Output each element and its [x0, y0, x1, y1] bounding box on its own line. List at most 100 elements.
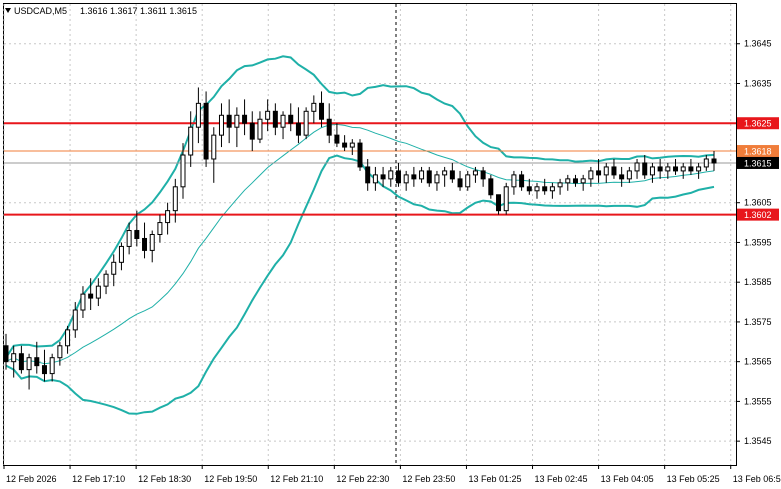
candle-body	[226, 114, 232, 128]
candle	[272, 103, 278, 136]
candle-body	[480, 170, 486, 180]
candle	[211, 127, 217, 183]
triangle-down-icon[interactable]	[5, 8, 11, 13]
y-tick-label: 1.3585	[744, 277, 772, 287]
candle-body	[380, 174, 386, 180]
candle	[134, 210, 140, 247]
candle-body	[319, 102, 325, 120]
candle	[549, 182, 555, 199]
x-tick-label: 12 Feb 23:50	[402, 474, 455, 484]
candle	[65, 325, 71, 354]
candle	[665, 162, 671, 179]
candle	[534, 182, 540, 199]
candle	[680, 162, 686, 179]
candle-body	[26, 357, 32, 371]
price-tag-box	[737, 117, 779, 130]
candle-body	[142, 237, 148, 251]
candle-body	[626, 170, 632, 180]
candle	[288, 103, 294, 132]
price-tag-label: 1.3602	[744, 210, 772, 220]
y-tick-label: 1.3555	[744, 396, 772, 406]
candle	[3, 333, 9, 370]
candle	[103, 270, 109, 295]
candle	[411, 166, 417, 187]
candle	[403, 170, 409, 191]
price-tag-label: 1.3625	[744, 119, 772, 129]
candle	[142, 222, 148, 259]
x-tick-label: 12 Feb 17:10	[72, 474, 125, 484]
candle-body	[249, 122, 255, 140]
candle-body	[465, 174, 471, 188]
candle-body	[649, 166, 655, 176]
candle-body	[134, 230, 140, 239]
candle-body	[388, 170, 394, 180]
candle-body	[180, 154, 186, 188]
x-axis: 12 Feb 2026 12 Feb 17:10 12 Feb 18:30 12 Fe…	[3, 465, 781, 484]
candle-body	[195, 102, 201, 128]
candle-body	[149, 234, 155, 251]
candle-body	[580, 178, 586, 184]
x-tick-label: 13 Feb 05:25	[667, 474, 720, 484]
candle-body	[426, 170, 432, 184]
candle-body	[103, 273, 109, 287]
candle-body	[696, 166, 702, 172]
candle	[511, 170, 517, 195]
candle-body	[372, 174, 378, 184]
candle-body	[49, 357, 55, 375]
price-tag-box	[737, 156, 779, 169]
candle	[372, 166, 378, 191]
candle	[603, 162, 609, 183]
candle-body	[557, 182, 563, 188]
candle-body	[434, 174, 440, 184]
candle	[41, 349, 47, 382]
candle	[80, 286, 86, 318]
candle	[257, 111, 263, 144]
y-tick-label: 1.3635	[744, 78, 772, 88]
candle	[188, 111, 194, 167]
candles	[3, 87, 717, 390]
candle-body	[303, 110, 309, 136]
candle	[218, 103, 224, 148]
candle	[642, 155, 648, 179]
x-tick-label: 12 Feb 22:30	[336, 474, 389, 484]
candle-body	[118, 245, 124, 263]
candle	[26, 353, 32, 390]
candle	[295, 107, 301, 144]
candle	[472, 166, 478, 183]
candle-body	[457, 178, 463, 188]
candle	[165, 202, 171, 235]
candle	[18, 345, 24, 374]
candle	[95, 278, 101, 307]
candle	[634, 158, 640, 179]
candle	[649, 162, 655, 183]
candle	[496, 194, 502, 215]
ohlc-values: 1.3616 1.3617 1.3611 1.3615	[80, 6, 197, 16]
band-upper-line	[5, 55, 715, 359]
candle	[565, 174, 571, 191]
candle-body	[188, 126, 194, 156]
candle	[34, 341, 40, 374]
candle-body	[472, 170, 478, 176]
candle	[126, 222, 132, 255]
candle	[657, 158, 663, 179]
y-tick-label: 1.3565	[744, 357, 772, 367]
y-tick-label: 1.3645	[744, 39, 772, 49]
candle-body	[657, 166, 663, 172]
x-tick-label: 12 Feb 18:30	[138, 474, 191, 484]
candle-body	[449, 170, 455, 180]
candle	[326, 103, 332, 144]
candle	[519, 170, 525, 191]
candle-body	[111, 261, 117, 275]
candle	[542, 178, 548, 195]
candle	[342, 135, 348, 152]
candle-body	[572, 178, 578, 184]
candle-body	[411, 174, 417, 180]
candle	[380, 166, 386, 187]
x-tick-label: 12 Feb 2026	[6, 474, 57, 484]
candle	[426, 166, 432, 187]
candle-body	[326, 118, 332, 136]
y-axis: 1.3645 1.3635 1.3625 1.3615 1.3605 1.3595 1.35…	[736, 39, 772, 446]
x-tick-label: 13 Feb 01:25	[468, 474, 521, 484]
